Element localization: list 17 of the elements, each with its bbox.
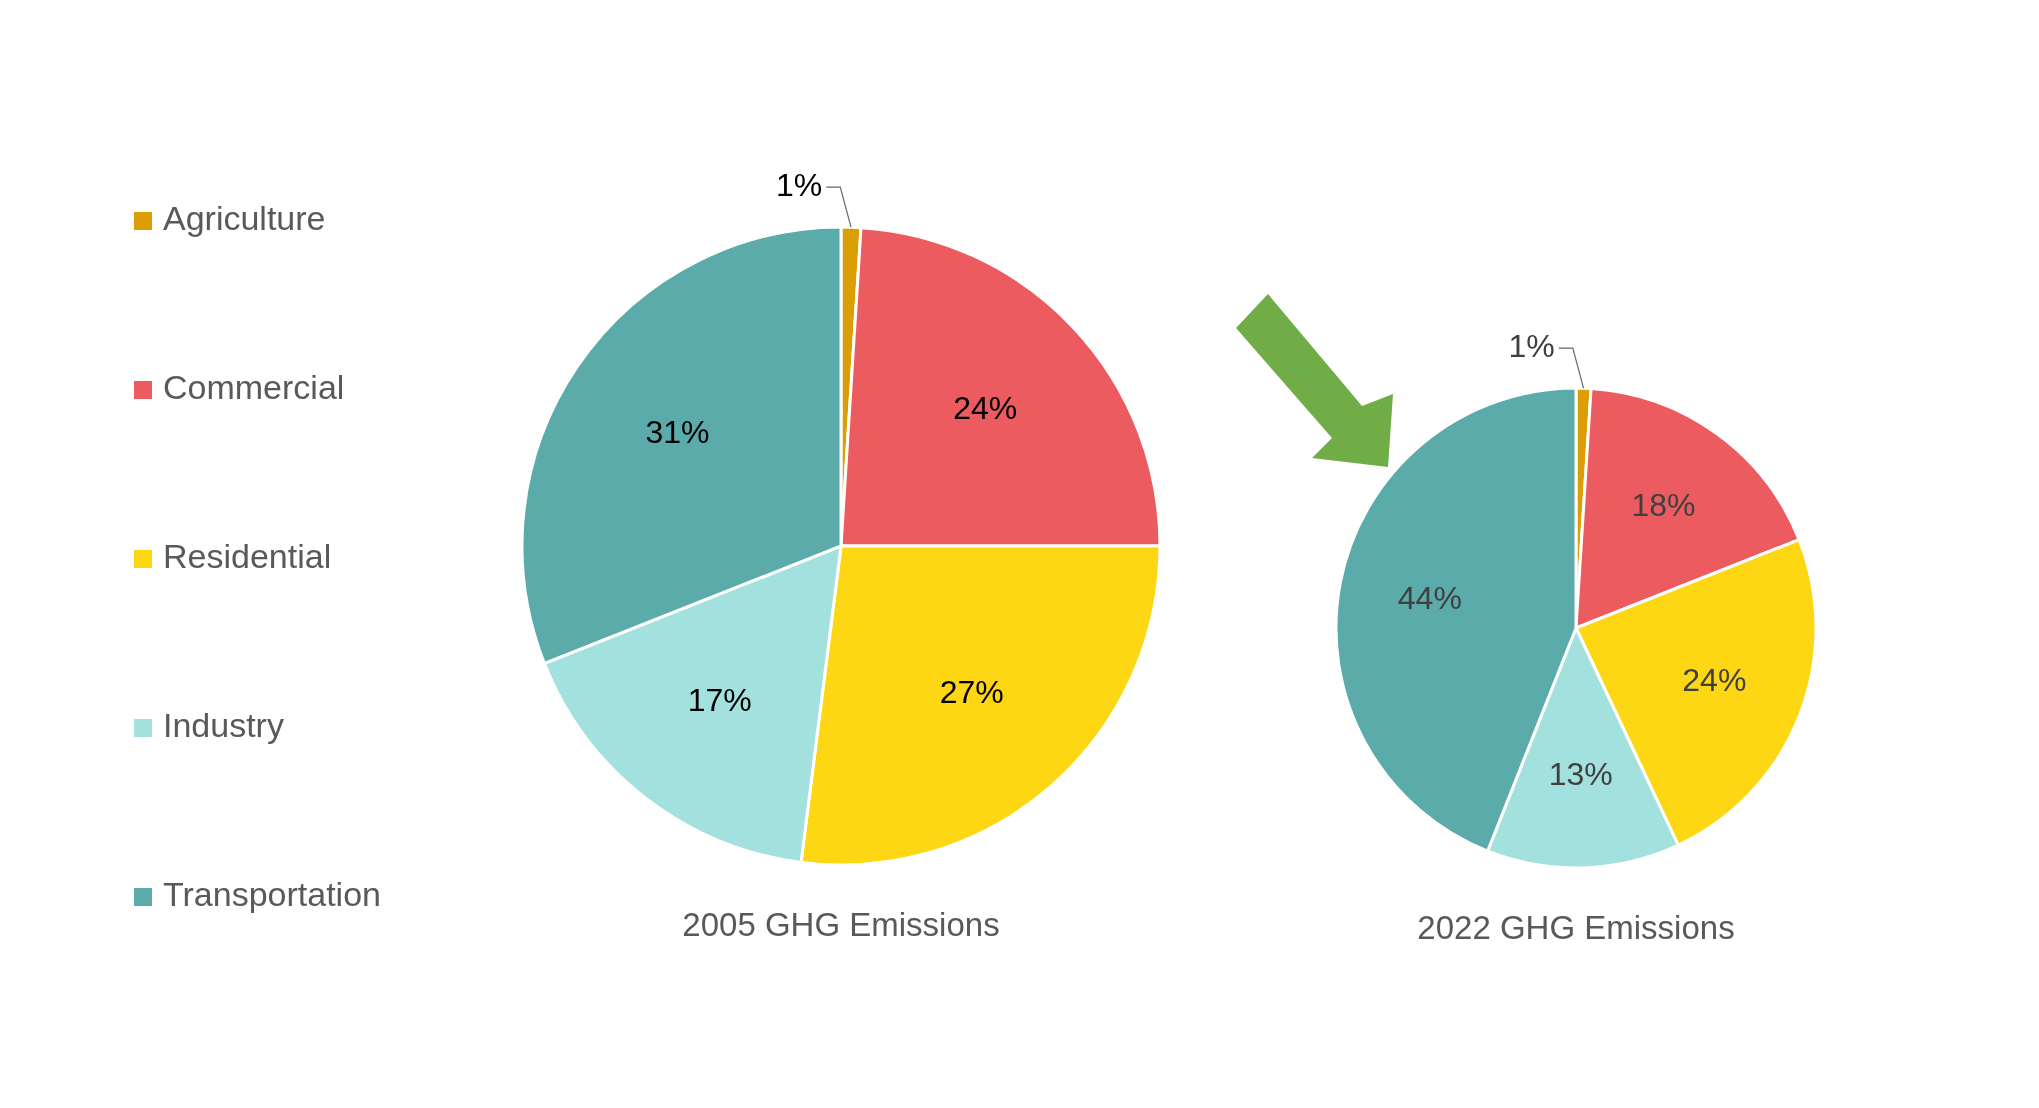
legend-label: Agriculture	[163, 198, 326, 237]
data-label: 13%	[1548, 756, 1613, 793]
legend-label: Residential	[163, 536, 332, 575]
data-label: 18%	[1631, 487, 1696, 524]
data-label: 24%	[1682, 662, 1747, 699]
data-label: 44%	[1397, 579, 1462, 616]
data-label: 31%	[645, 414, 710, 451]
text: 2005 GHG Emissions	[682, 905, 1000, 943]
data-label: 24%	[953, 390, 1018, 427]
data-label: 1%	[776, 166, 823, 203]
legend-label: Commercial	[163, 367, 345, 406]
text: 2022 GHG Emissions	[1417, 908, 1735, 946]
legend-label: Industry	[163, 705, 284, 744]
legend-label: Transportation	[163, 874, 381, 913]
data-label: 27%	[939, 673, 1004, 710]
data-label: 1%	[1508, 327, 1555, 364]
data-label: 17%	[687, 681, 752, 718]
